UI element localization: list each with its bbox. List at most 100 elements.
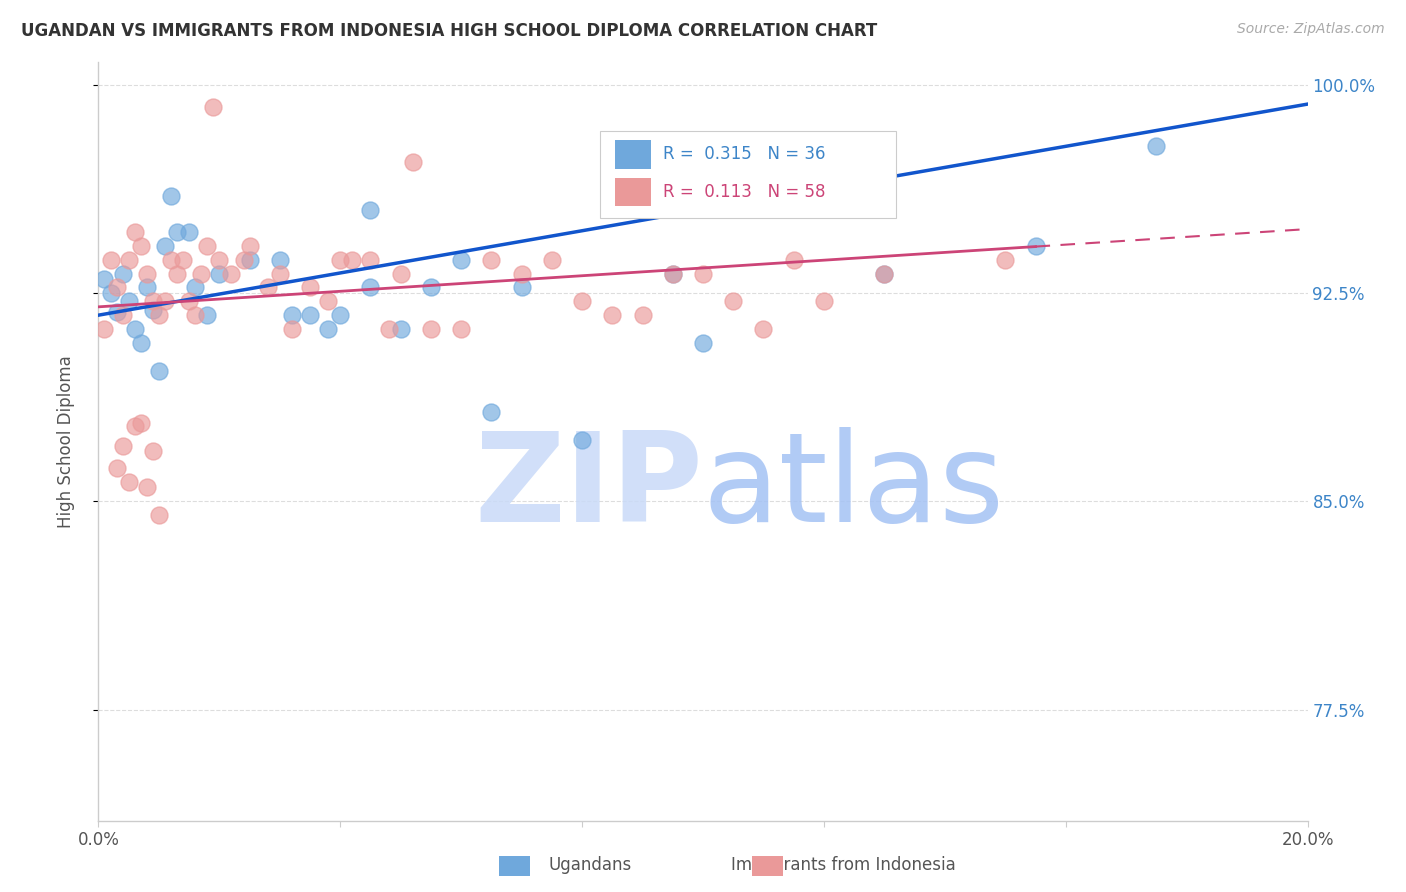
Point xyxy=(360,202,382,217)
Point xyxy=(420,322,443,336)
Point xyxy=(208,267,231,281)
Point xyxy=(148,508,170,523)
Text: R =  0.315   N = 36: R = 0.315 N = 36 xyxy=(664,145,825,163)
Point xyxy=(93,322,115,336)
Text: Immigrants from Indonesia: Immigrants from Indonesia xyxy=(731,856,956,874)
Point xyxy=(389,322,412,336)
Point xyxy=(93,272,115,286)
Point xyxy=(118,252,141,267)
Point xyxy=(153,238,176,252)
Point xyxy=(783,252,806,267)
Point xyxy=(142,302,165,317)
Point xyxy=(100,285,122,300)
Point xyxy=(510,280,533,294)
Point xyxy=(111,267,134,281)
Point xyxy=(232,252,254,267)
Point xyxy=(299,280,322,294)
Point xyxy=(202,100,225,114)
Point xyxy=(316,294,339,309)
Point xyxy=(124,419,146,434)
Point xyxy=(160,188,183,202)
Point xyxy=(256,280,278,294)
Point xyxy=(142,294,165,309)
Point xyxy=(342,252,364,267)
Text: ZIP: ZIP xyxy=(474,426,703,548)
Point xyxy=(105,461,128,475)
Y-axis label: High School Diploma: High School Diploma xyxy=(56,355,75,528)
Point xyxy=(195,238,218,252)
Point xyxy=(661,267,683,281)
Point xyxy=(184,280,207,294)
Point xyxy=(179,225,201,239)
Bar xyxy=(614,178,651,206)
Point xyxy=(148,308,170,322)
Point xyxy=(316,322,339,336)
Point xyxy=(692,267,714,281)
Point xyxy=(179,294,201,309)
Point xyxy=(190,267,212,281)
Point xyxy=(142,444,165,458)
Point xyxy=(135,280,157,294)
Point xyxy=(111,439,134,453)
Point xyxy=(239,238,262,252)
Point xyxy=(239,252,262,267)
Point xyxy=(360,252,382,267)
Point xyxy=(661,267,683,281)
Point xyxy=(153,294,176,309)
Point xyxy=(692,335,714,350)
Point xyxy=(118,294,141,309)
Point xyxy=(281,308,304,322)
Point xyxy=(873,267,896,281)
Point xyxy=(752,322,775,336)
Point xyxy=(135,267,157,281)
FancyBboxPatch shape xyxy=(600,130,897,218)
Point xyxy=(135,480,157,494)
Point xyxy=(105,280,128,294)
Point xyxy=(111,308,134,322)
Point xyxy=(994,252,1017,267)
Point xyxy=(221,267,243,281)
Point xyxy=(299,308,322,322)
Point xyxy=(602,308,624,322)
Point xyxy=(450,252,472,267)
Point xyxy=(166,267,188,281)
Point xyxy=(873,267,896,281)
Point xyxy=(540,252,562,267)
Point xyxy=(160,252,183,267)
Point xyxy=(100,252,122,267)
Point xyxy=(360,280,382,294)
Point xyxy=(329,308,352,322)
Point xyxy=(124,322,146,336)
Point xyxy=(420,280,443,294)
Point xyxy=(129,238,152,252)
Point xyxy=(389,267,412,281)
Point xyxy=(269,267,291,281)
Text: R =  0.113   N = 58: R = 0.113 N = 58 xyxy=(664,183,825,201)
Point xyxy=(269,252,291,267)
Point xyxy=(631,308,654,322)
Point xyxy=(481,405,503,419)
Point xyxy=(129,417,152,431)
Point xyxy=(208,252,231,267)
Text: UGANDAN VS IMMIGRANTS FROM INDONESIA HIGH SCHOOL DIPLOMA CORRELATION CHART: UGANDAN VS IMMIGRANTS FROM INDONESIA HIG… xyxy=(21,22,877,40)
Point xyxy=(329,252,352,267)
Point xyxy=(571,433,593,447)
Point xyxy=(129,335,152,350)
Point xyxy=(450,322,472,336)
Point xyxy=(124,225,146,239)
Point xyxy=(510,267,533,281)
Point xyxy=(105,305,128,319)
Point xyxy=(148,364,170,378)
Point xyxy=(195,308,218,322)
Point xyxy=(723,294,745,309)
Text: Source: ZipAtlas.com: Source: ZipAtlas.com xyxy=(1237,22,1385,37)
Point xyxy=(281,322,304,336)
Text: atlas: atlas xyxy=(703,426,1005,548)
Point xyxy=(813,294,835,309)
Point xyxy=(184,308,207,322)
Point xyxy=(1024,238,1046,252)
Point xyxy=(172,252,194,267)
Point xyxy=(1144,138,1167,153)
Text: Ugandans: Ugandans xyxy=(548,856,633,874)
Bar xyxy=(614,140,651,169)
